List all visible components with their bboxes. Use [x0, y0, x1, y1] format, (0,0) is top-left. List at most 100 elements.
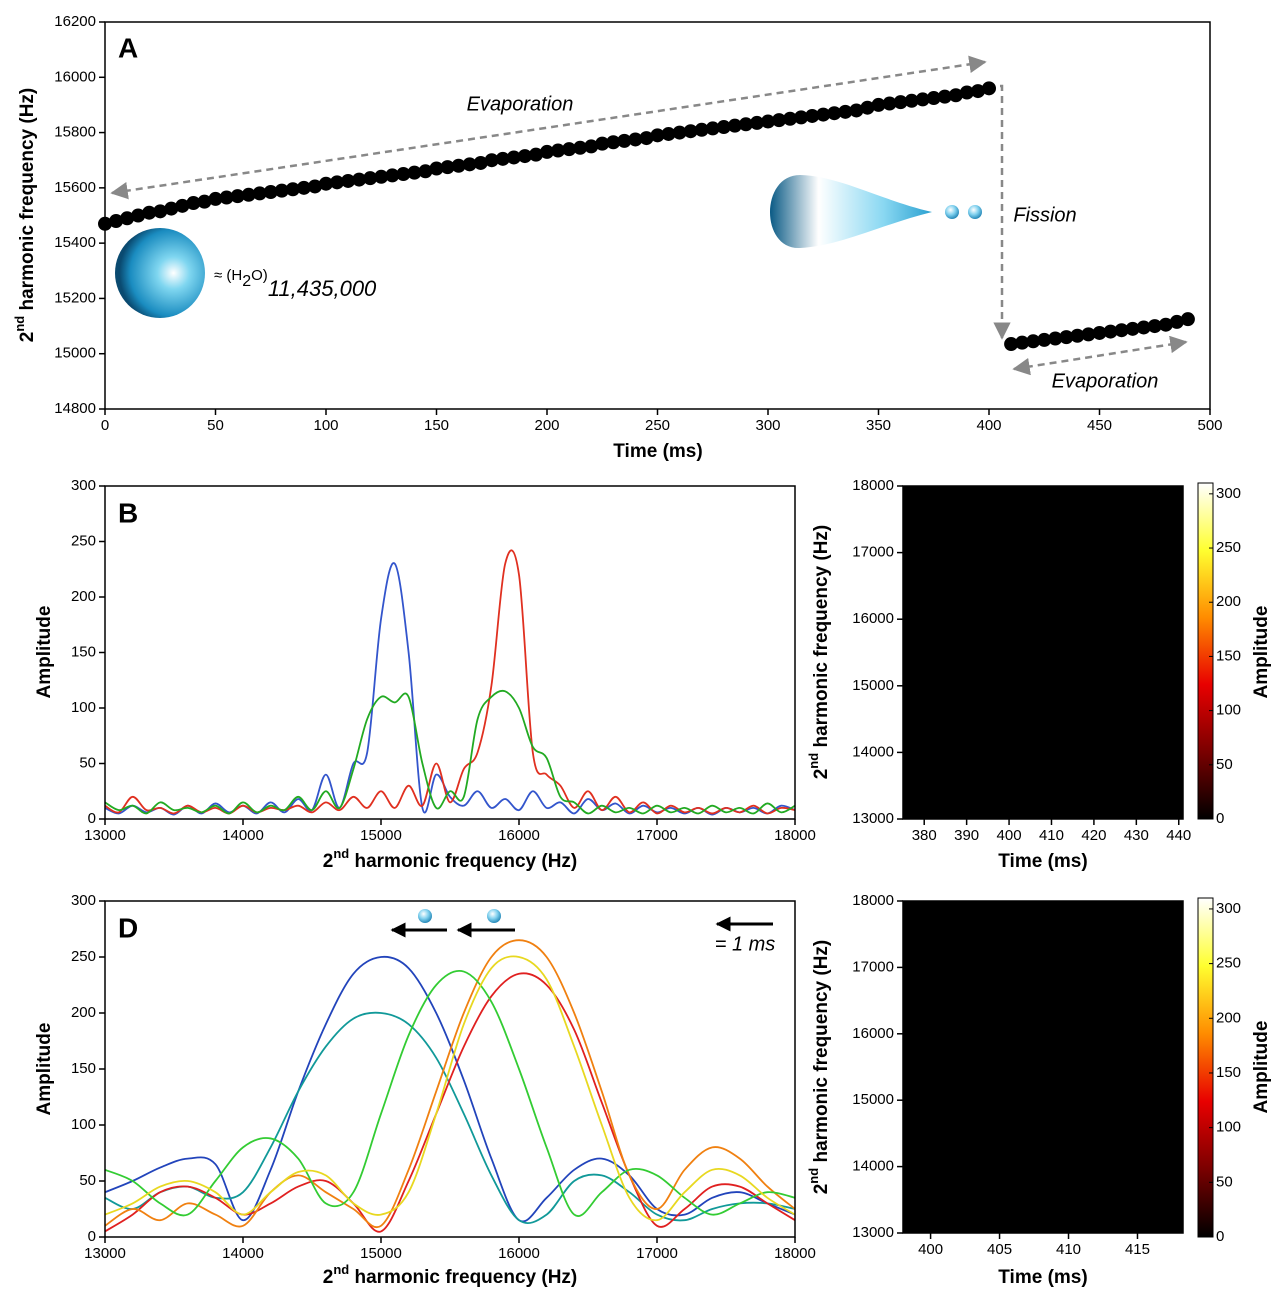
- data-point: [1048, 331, 1063, 346]
- axis-label: Time (ms): [998, 851, 1087, 872]
- droplet-icon: [487, 909, 501, 923]
- data-point: [296, 180, 311, 195]
- spectrum-line: [104, 562, 796, 816]
- colorbar-tick-label: 100: [1216, 702, 1241, 719]
- data-point: [462, 157, 477, 172]
- formula-part: 11,435,000: [268, 276, 377, 301]
- data-point: [241, 187, 256, 202]
- data-point: [319, 176, 333, 191]
- colorbar-tick-label: 300: [1216, 900, 1241, 917]
- data-point: [1125, 321, 1140, 336]
- y-tick-label: 100: [71, 1116, 96, 1133]
- data-point: [473, 155, 488, 170]
- data-point: [926, 91, 941, 106]
- y-tick-label: 17000: [852, 544, 894, 561]
- formula-part: O): [251, 267, 268, 284]
- data-point: [1114, 323, 1129, 338]
- evaporation-arrow: [110, 55, 987, 200]
- data-point: [606, 135, 621, 150]
- data-point: [1081, 327, 1096, 342]
- spectrum-line: [104, 969, 796, 1217]
- data-point: [517, 149, 532, 164]
- y-tick-label: 100: [71, 699, 96, 716]
- axis-label-part: harmonic frequency (Hz): [811, 940, 832, 1168]
- y-tick-label: 13000: [852, 810, 894, 827]
- droplet-icon: [418, 909, 432, 923]
- y-tick-label: 15400: [54, 234, 96, 251]
- data-point: [562, 142, 577, 157]
- panel-a-decorations: [110, 55, 1188, 376]
- panel-label: E: [918, 912, 937, 943]
- x-tick-label: 415: [1125, 1241, 1150, 1258]
- colorbar-tick-label: 0: [1216, 1228, 1224, 1245]
- axis-label: Time (ms): [998, 1267, 1087, 1288]
- data-point: [540, 144, 554, 159]
- data-point: [617, 133, 632, 148]
- data-point: [374, 169, 389, 184]
- data-point: [418, 164, 433, 179]
- fissioning-droplet: [770, 175, 932, 249]
- y-tick-label: 18000: [852, 477, 894, 494]
- annotation: Fission: [1061, 917, 1124, 939]
- data-point: [628, 132, 643, 147]
- axis-label: Amplitude: [1251, 606, 1272, 699]
- data-point: [749, 115, 764, 130]
- x-tick-label: 13000: [84, 1245, 126, 1262]
- data-point: [1180, 312, 1195, 327]
- colorbar-tick-label: 200: [1216, 593, 1241, 610]
- y-tick-label: 15200: [54, 289, 96, 306]
- y-tick-label: 200: [71, 588, 96, 605]
- data-point: [528, 147, 543, 162]
- x-tick-label: 350: [866, 417, 891, 434]
- data-point: [705, 121, 720, 136]
- data-point: [772, 113, 787, 128]
- y-tick-label: 15800: [54, 124, 96, 141]
- data-point: [683, 124, 698, 139]
- y-tick-label: 17000: [852, 958, 894, 975]
- data-point: [230, 189, 245, 204]
- data-point: [827, 106, 842, 121]
- axis-label-part: 2: [323, 851, 334, 872]
- data-point: [893, 95, 908, 110]
- y-tick-label: 150: [71, 643, 96, 660]
- x-tick-label: 300: [755, 417, 780, 434]
- x-tick-label: 500: [1197, 417, 1222, 434]
- data-point: [1026, 334, 1041, 349]
- data-point: [1015, 335, 1030, 350]
- axis-label-part: 2: [17, 332, 38, 343]
- data-point: [838, 104, 853, 119]
- plot-frame: [902, 900, 1184, 1234]
- evaporation-arrow: [1012, 335, 1188, 376]
- x-tick-label: 15000: [360, 1245, 402, 1262]
- axis-label: 2nd harmonic frequency (Hz): [323, 1262, 578, 1288]
- data-point: [573, 140, 588, 155]
- data-point: [595, 136, 610, 151]
- x-tick-label: 400: [976, 417, 1001, 434]
- data-point: [882, 96, 897, 111]
- annotation: Evaporation: [1052, 370, 1159, 392]
- data-point: [849, 103, 864, 118]
- data-point: [716, 120, 731, 135]
- x-tick-label: 390: [954, 827, 979, 844]
- data-point: [970, 84, 985, 99]
- x-tick-label: 18000: [774, 827, 816, 844]
- y-tick-label: 300: [71, 892, 96, 909]
- data-point: [330, 175, 345, 190]
- x-tick-label: 430: [1124, 827, 1149, 844]
- spectrum-line: [104, 955, 796, 1222]
- data-point: [959, 85, 974, 100]
- x-tick-label: 200: [534, 417, 559, 434]
- y-tick-label: 50: [79, 1172, 96, 1189]
- data-point: [451, 158, 466, 173]
- axis-label-part: nd: [806, 1168, 821, 1184]
- colorbar-tick-label: 250: [1216, 955, 1241, 972]
- data-point: [197, 194, 212, 209]
- progeny-droplet: [945, 205, 959, 219]
- spectrum-line: [104, 549, 796, 815]
- data-point: [937, 89, 952, 104]
- y-tick-label: 0: [88, 1228, 96, 1245]
- y-tick-label: 15000: [852, 677, 894, 694]
- x-tick-label: 150: [424, 417, 449, 434]
- data-point: [860, 100, 875, 115]
- y-tick-label: 16200: [54, 13, 96, 30]
